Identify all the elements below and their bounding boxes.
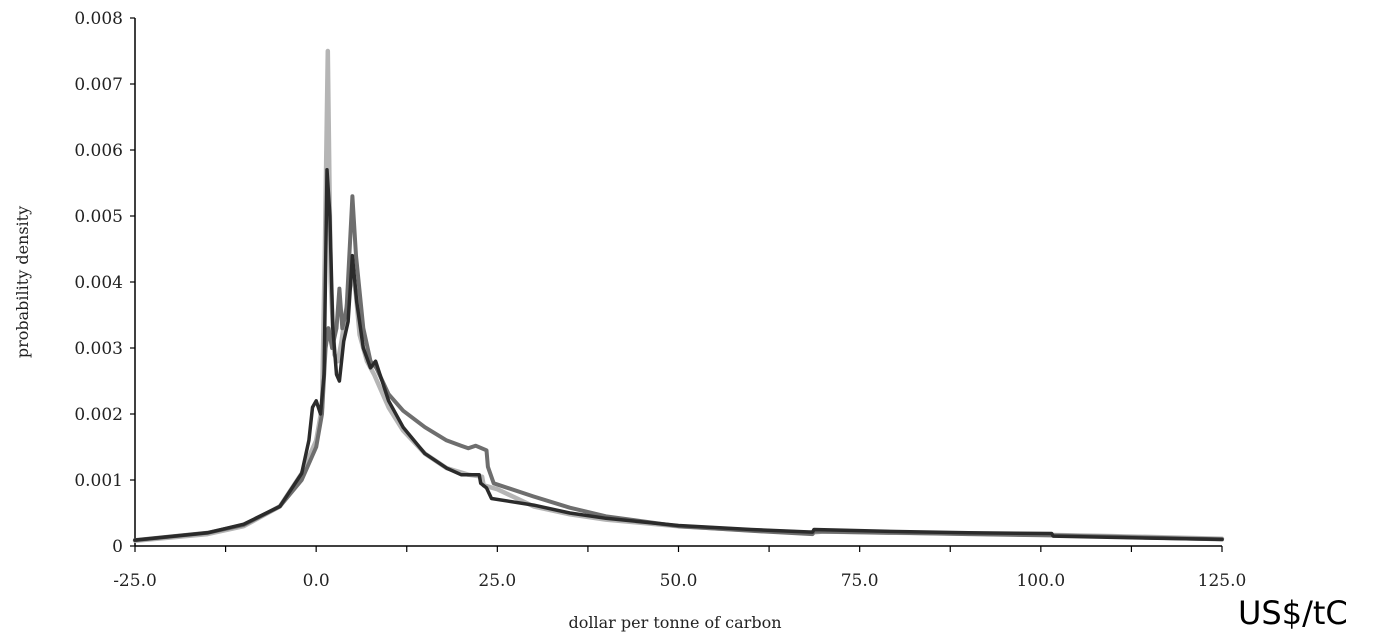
series-line-2 <box>133 194 1224 543</box>
y-tick-label: 0.004 <box>74 273 123 293</box>
y-axis-title: probability density <box>13 206 32 358</box>
x-axis-ticks: -25.0 0.0 25.0 50.0 75.0 100.0 125.0 <box>113 546 1246 591</box>
y-tick-label: 0.006 <box>74 141 123 161</box>
y-tick-label: 0.007 <box>74 75 123 95</box>
x-tick-label: 100.0 <box>1016 571 1065 591</box>
x-tick-label: 0.0 <box>303 571 330 591</box>
y-tick-label: 0.005 <box>74 207 123 227</box>
series-lines <box>132 48 1225 543</box>
y-tick-label: 0.001 <box>74 471 123 491</box>
series-line-3 <box>133 168 1224 542</box>
y-tick-label: 0.002 <box>74 405 123 425</box>
x-tick-label: 125.0 <box>1198 571 1247 591</box>
unit-label: US$/tC <box>1238 594 1348 632</box>
x-tick-label: 50.0 <box>660 571 698 591</box>
y-tick-label: 0 <box>112 537 123 557</box>
x-tick-label: -25.0 <box>113 571 157 591</box>
y-axis-ticks: 0 0.001 0.002 0.003 0.004 0.005 0.006 0.007 0.00… <box>74 9 135 557</box>
y-tick-label: 0.003 <box>74 339 123 359</box>
series-line-1 <box>132 48 1225 543</box>
x-tick-label: 25.0 <box>478 571 516 591</box>
x-axis-title: dollar per tonne of carbon <box>568 613 781 632</box>
x-tick-label: 75.0 <box>841 571 879 591</box>
y-tick-label: 0.008 <box>74 9 123 29</box>
plot-area: 00.0010.0020.0030.0040.0050.0060.0070.00… <box>74 9 1246 591</box>
